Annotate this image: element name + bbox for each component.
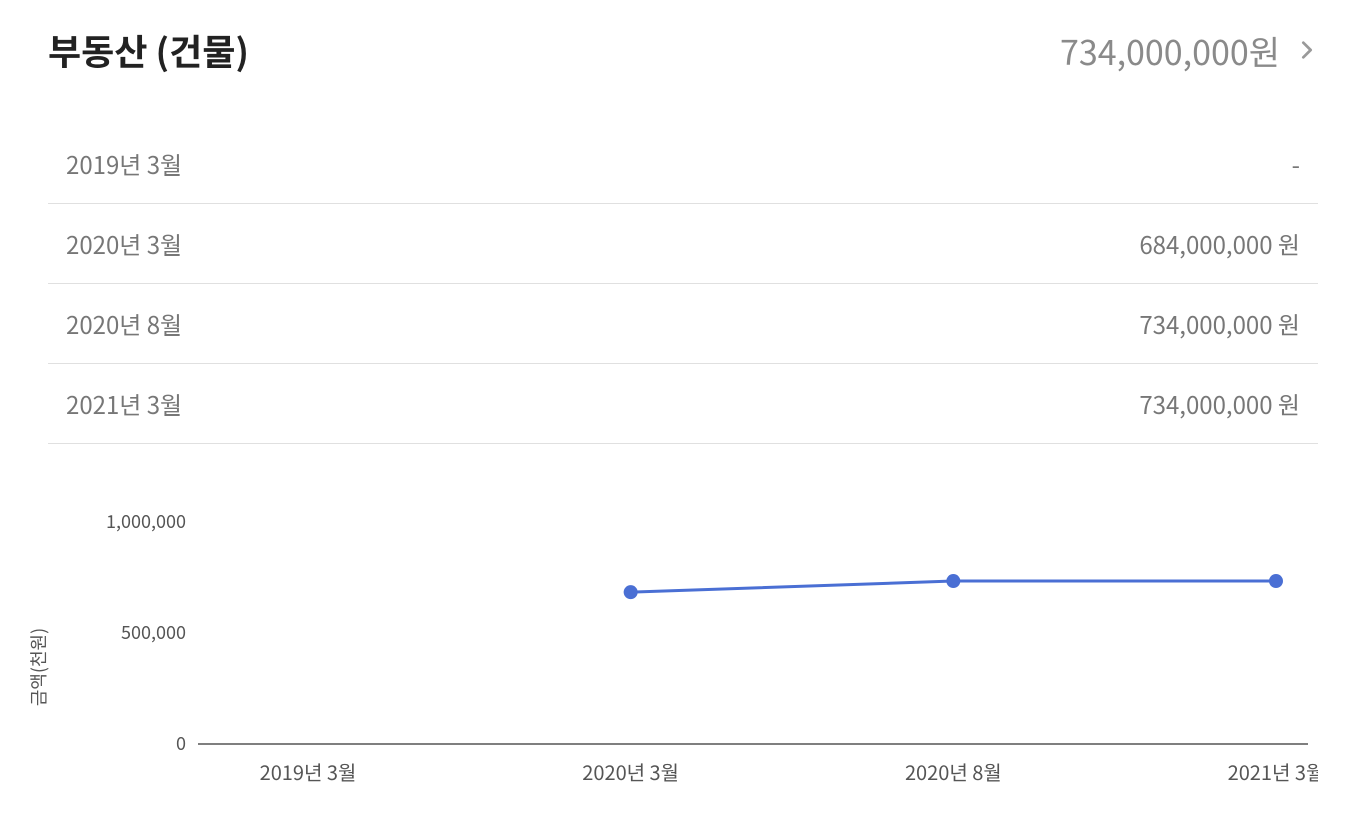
row-value: 734,000,000 원: [1139, 306, 1300, 341]
row-value: 734,000,000 원: [1139, 386, 1300, 421]
y-axis-label: 금액(천원): [25, 628, 51, 706]
chart-svg: 0 500,000 1,000,000 2019년 3월 2020년 3월 2020년 8…: [88, 514, 1318, 794]
svg-text:2021년 3월: 2021년 3월: [1228, 757, 1318, 786]
line-chart: 금액(천원) 0500,0001,000,0002019년 3월2020년 3월…: [48, 514, 1318, 794]
row-date: 2020년 3월: [66, 226, 182, 261]
table-row: 2021년 3월 734,000,000 원: [48, 364, 1318, 444]
table-row: 2020년 8월 734,000,000 원: [48, 284, 1318, 364]
svg-text:2020년 3월: 2020년 3월: [582, 757, 679, 786]
row-value: -: [1292, 146, 1300, 181]
row-date: 2021년 3월: [66, 386, 182, 421]
chevron-right-icon: [1296, 39, 1318, 61]
header-total-value: 734,000,000원: [1060, 26, 1280, 75]
row-date: 2020년 8월: [66, 306, 182, 341]
page-title: 부동산 (건물): [48, 24, 249, 76]
svg-text:2019년 3월: 2019년 3월: [260, 757, 357, 786]
table-row: 2019년 3월 -: [48, 124, 1318, 204]
header: 부동산 (건물) 734,000,000원: [48, 24, 1318, 76]
svg-text:500,000: 500,000: [121, 619, 186, 645]
svg-text:1,000,000: 1,000,000: [106, 514, 186, 534]
data-table: 2019년 3월 - 2020년 3월 684,000,000 원 2020년 …: [48, 124, 1318, 444]
header-right[interactable]: 734,000,000원: [1060, 26, 1318, 75]
svg-text:2020년 8월: 2020년 8월: [905, 757, 1002, 786]
table-row: 2020년 3월 684,000,000 원: [48, 204, 1318, 284]
svg-text:0: 0: [176, 730, 186, 756]
row-value: 684,000,000 원: [1139, 226, 1300, 261]
row-date: 2019년 3월: [66, 146, 182, 181]
